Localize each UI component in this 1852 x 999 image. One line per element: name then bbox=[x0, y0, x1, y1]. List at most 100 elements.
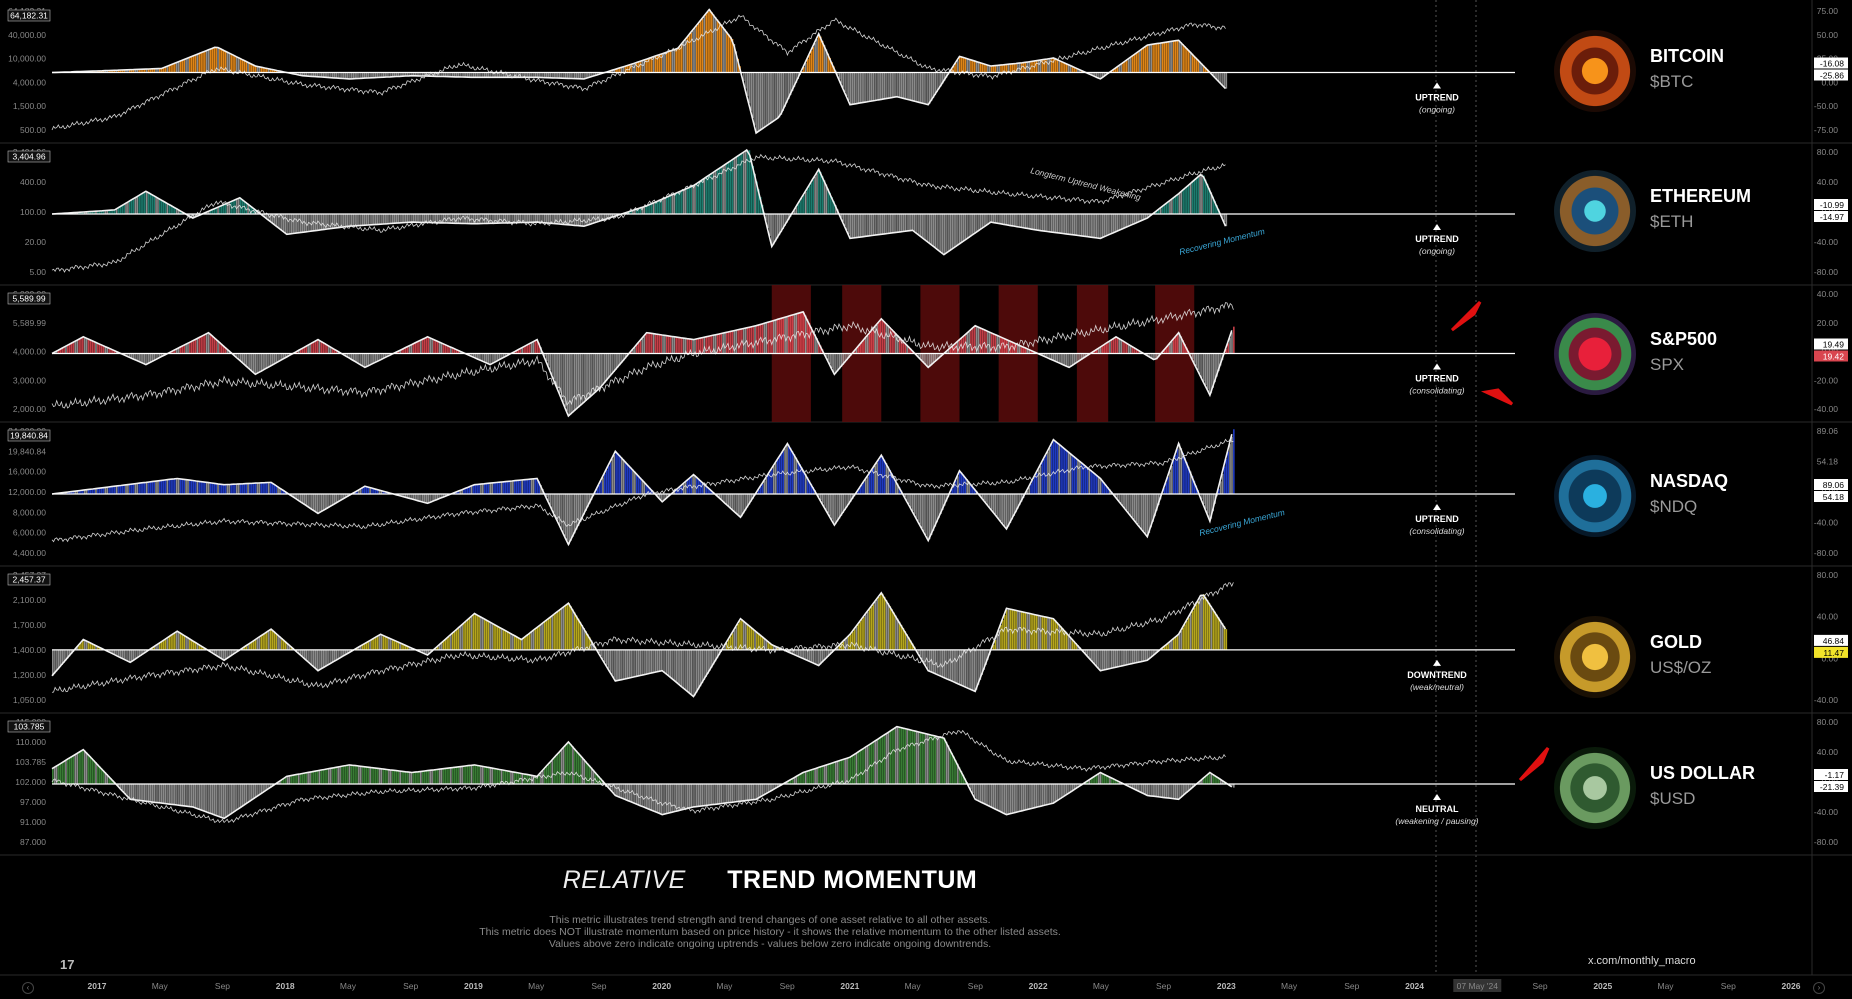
momentum-bar bbox=[844, 494, 846, 511]
momentum-bar bbox=[369, 640, 371, 650]
momentum-bar bbox=[876, 462, 878, 494]
momentum-bar bbox=[217, 784, 219, 816]
momentum-bar bbox=[532, 775, 535, 784]
momentum-bar bbox=[1154, 784, 1156, 797]
momentum-bar bbox=[1180, 192, 1183, 214]
momentum-bar bbox=[266, 632, 268, 650]
momentum-bar bbox=[373, 638, 375, 650]
momentum-bar bbox=[1171, 640, 1173, 650]
momentum-bar bbox=[917, 649, 920, 653]
momentum-bar bbox=[359, 766, 362, 784]
momentum-bar bbox=[136, 353, 139, 361]
momentum-bar bbox=[904, 494, 907, 498]
momentum-bar bbox=[551, 760, 554, 784]
momentum-bar bbox=[919, 353, 922, 359]
momentum-bar bbox=[635, 345, 638, 354]
momentum-bar bbox=[1067, 634, 1070, 650]
momentum-bar bbox=[731, 494, 734, 510]
momentum-bar bbox=[1032, 61, 1034, 73]
scroll-right-button[interactable]: › bbox=[1813, 982, 1825, 994]
momentum-bar bbox=[681, 649, 683, 687]
momentum-bar bbox=[322, 342, 324, 354]
momentum-bar bbox=[966, 214, 969, 240]
momentum-bar bbox=[1195, 604, 1198, 650]
momentum-bar bbox=[162, 640, 165, 650]
momentum-bar bbox=[615, 649, 617, 682]
momentum-bar bbox=[459, 72, 462, 77]
author-handle[interactable]: x.com/monthly_macro bbox=[1588, 955, 1696, 967]
momentum-bar bbox=[457, 766, 460, 784]
momentum-bar bbox=[733, 494, 736, 512]
momentum-bar bbox=[316, 72, 319, 77]
momentum-bar bbox=[553, 72, 555, 78]
momentum-bar bbox=[391, 770, 394, 784]
right-tick: 40.00 bbox=[1817, 289, 1839, 299]
momentum-bar bbox=[842, 72, 845, 88]
momentum-bar bbox=[438, 72, 441, 77]
momentum-bar bbox=[1024, 612, 1027, 650]
momentum-bar bbox=[821, 176, 824, 214]
momentum-bar bbox=[844, 759, 846, 784]
momentum-bar bbox=[555, 613, 557, 650]
momentum-bar bbox=[444, 640, 447, 650]
momentum-bar bbox=[902, 72, 905, 99]
momentum-bar bbox=[893, 729, 895, 784]
momentum-bar bbox=[570, 72, 572, 79]
momentum-bar bbox=[98, 70, 101, 73]
momentum-bar bbox=[643, 649, 646, 675]
momentum-bar bbox=[386, 353, 388, 357]
momentum-bar bbox=[153, 481, 155, 494]
momentum-bar bbox=[703, 178, 706, 214]
momentum-bar bbox=[470, 765, 473, 784]
momentum-bar bbox=[1154, 494, 1156, 517]
momentum-bar bbox=[344, 649, 347, 656]
momentum-bar bbox=[495, 214, 497, 224]
momentum-bar bbox=[540, 72, 542, 78]
momentum-bar bbox=[767, 214, 769, 229]
momentum-bar bbox=[1097, 214, 1100, 239]
price-label: 2,457.37 bbox=[12, 575, 45, 585]
momentum-bar bbox=[288, 776, 291, 784]
momentum-bar bbox=[192, 56, 195, 73]
momentum-bar bbox=[553, 214, 555, 224]
momentum-bar bbox=[108, 649, 110, 652]
momentum-bar bbox=[269, 482, 272, 494]
annotation-arrow-icon bbox=[1433, 224, 1441, 230]
momentum-bar bbox=[940, 72, 942, 87]
momentum-bar bbox=[236, 353, 238, 358]
momentum-bar bbox=[1054, 440, 1057, 494]
x-tick: 2022 bbox=[1029, 981, 1048, 991]
momentum-bar bbox=[827, 53, 830, 73]
tradingview-logo[interactable]: 17 bbox=[60, 957, 75, 972]
momentum-bar bbox=[446, 638, 448, 650]
momentum-bar bbox=[968, 649, 970, 689]
momentum-bar bbox=[89, 489, 92, 494]
momentum-bar bbox=[806, 649, 809, 661]
momentum-bar bbox=[211, 48, 214, 73]
momentum-bar bbox=[504, 72, 507, 78]
momentum-bar bbox=[1191, 182, 1194, 214]
momentum-bar bbox=[545, 353, 548, 361]
momentum-bar bbox=[808, 185, 811, 214]
momentum-bar bbox=[125, 649, 127, 660]
momentum-bar bbox=[1191, 611, 1194, 650]
momentum-bar bbox=[585, 761, 587, 784]
momentum-bar bbox=[404, 347, 407, 354]
momentum-bar bbox=[1131, 494, 1134, 518]
momentum-bar bbox=[309, 214, 311, 232]
momentum-bar bbox=[791, 315, 794, 354]
scroll-left-button[interactable]: ‹ bbox=[22, 982, 34, 994]
left-tick: 1,400.00 bbox=[13, 645, 46, 655]
momentum-bar bbox=[219, 342, 221, 354]
momentum-bar bbox=[1049, 447, 1051, 494]
momentum-bar bbox=[761, 324, 764, 354]
momentum-bar bbox=[1109, 341, 1111, 354]
momentum-bar bbox=[76, 490, 79, 494]
momentum-bar bbox=[793, 649, 796, 655]
momentum-bar bbox=[658, 784, 661, 814]
momentum-bar bbox=[530, 775, 533, 784]
momentum-bar bbox=[619, 68, 621, 73]
momentum-bar bbox=[1002, 64, 1004, 73]
momentum-bar bbox=[829, 649, 831, 655]
momentum-bar bbox=[271, 629, 274, 650]
